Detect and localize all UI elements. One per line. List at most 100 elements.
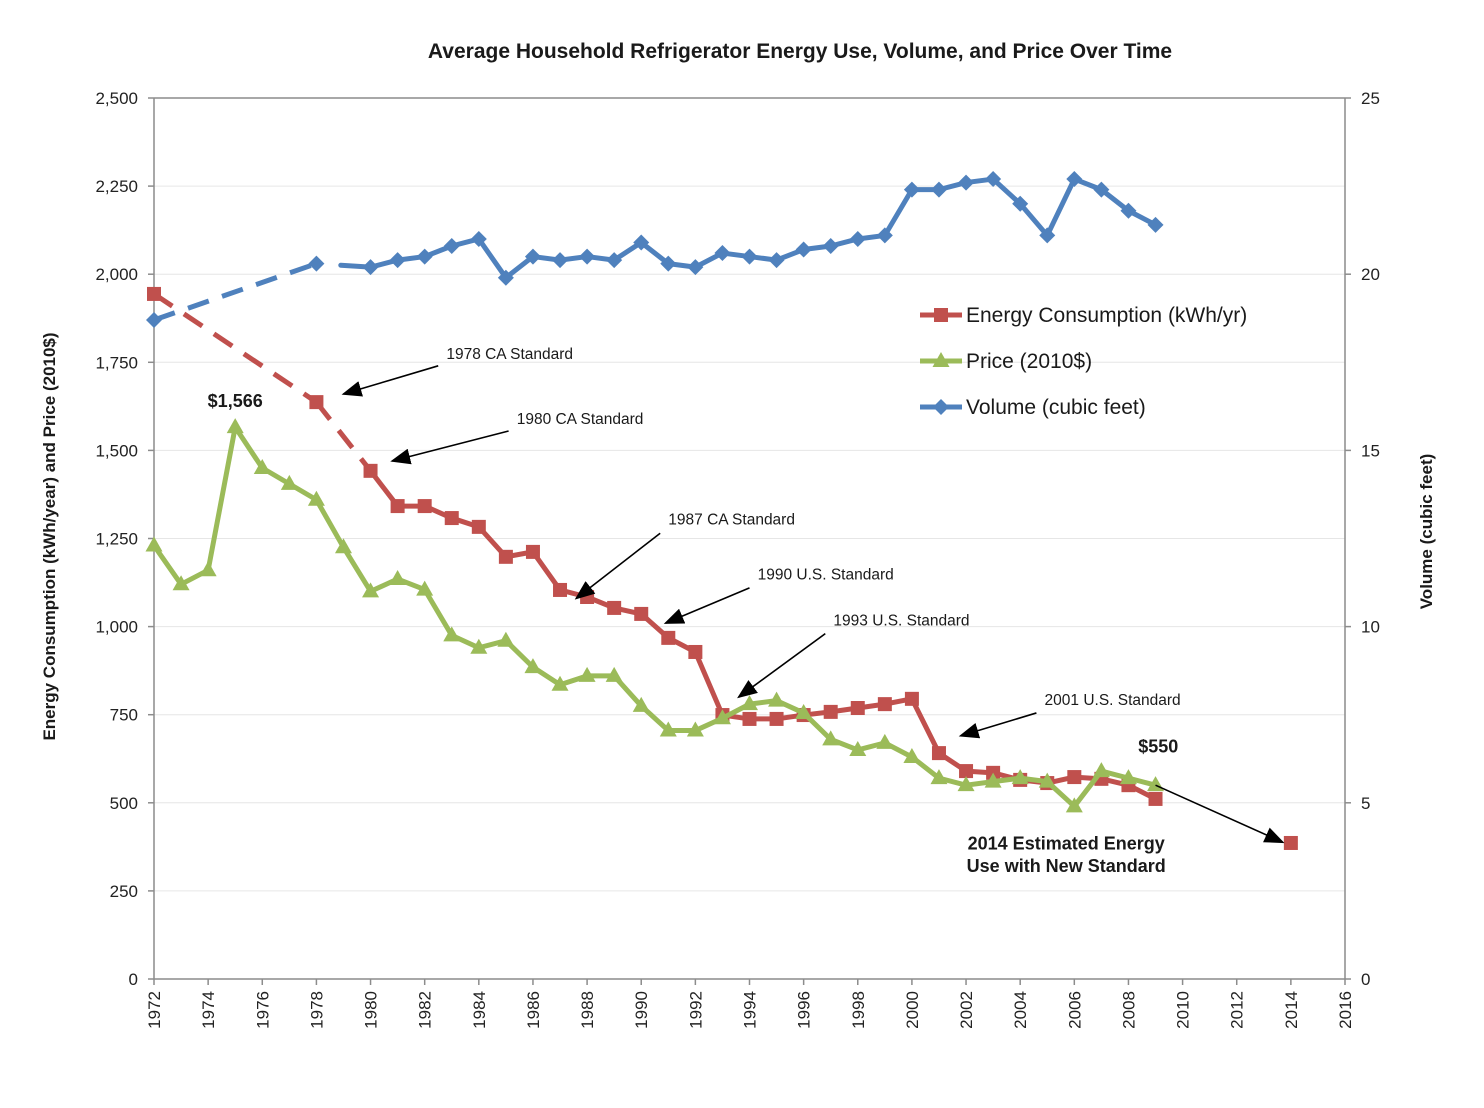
data-point bbox=[1093, 181, 1110, 198]
data-point bbox=[903, 181, 920, 198]
data-point bbox=[605, 666, 623, 682]
data-point bbox=[580, 589, 595, 604]
data-point bbox=[633, 234, 650, 251]
data-point bbox=[930, 181, 947, 198]
data-point bbox=[713, 709, 731, 725]
series-layer bbox=[145, 171, 1298, 850]
arrow bbox=[1155, 784, 1285, 844]
data-point bbox=[524, 658, 542, 674]
data-point bbox=[741, 248, 758, 265]
data-point bbox=[1148, 791, 1163, 806]
data-point bbox=[795, 703, 813, 719]
annotation-std2001: 2001 U.S. Standard bbox=[958, 692, 1181, 739]
data-point bbox=[903, 747, 921, 763]
data-point bbox=[389, 570, 407, 586]
x-tick-label: 1974 bbox=[199, 991, 218, 1029]
data-point bbox=[606, 252, 623, 269]
x-tick-label: 1986 bbox=[524, 991, 543, 1029]
data-point bbox=[714, 245, 731, 262]
data-point bbox=[957, 776, 975, 792]
data-point bbox=[253, 459, 271, 475]
chart-title: Average Household Refrigerator Energy Us… bbox=[428, 40, 1172, 63]
annotation-std1993: 1993 U.S. Standard bbox=[737, 613, 970, 699]
data-point bbox=[309, 395, 324, 410]
legend-swatch-marker bbox=[933, 399, 949, 415]
x-tick-label: 1990 bbox=[632, 991, 651, 1029]
callout-est-line1: 2014 Estimated Energy bbox=[968, 833, 1165, 853]
callout-peak-price: $1,566 bbox=[208, 391, 263, 411]
data-point bbox=[768, 691, 786, 707]
data-point bbox=[1065, 797, 1083, 813]
data-point bbox=[1011, 769, 1029, 785]
data-point bbox=[308, 255, 325, 272]
x-tick-label: 2004 bbox=[1011, 991, 1030, 1029]
data-point bbox=[553, 582, 568, 597]
y2-axis-title: Volume (cubic feet) bbox=[1417, 454, 1436, 610]
legend-item: Price (2010$) bbox=[920, 350, 1092, 373]
arrow bbox=[341, 365, 439, 397]
data-point bbox=[389, 252, 406, 269]
series-segment bbox=[692, 649, 725, 718]
data-point bbox=[416, 248, 433, 265]
legend-label: Volume (cubic feet) bbox=[966, 396, 1146, 419]
data-point bbox=[768, 252, 785, 269]
arrow bbox=[390, 430, 509, 465]
callout-end-price: $550 bbox=[1138, 736, 1178, 756]
data-point bbox=[417, 499, 432, 514]
data-point bbox=[985, 171, 1002, 188]
y-axis-title: Energy Consumption (kWh/year) and Price … bbox=[40, 332, 59, 740]
data-point bbox=[498, 549, 513, 564]
x-tick-label: 1982 bbox=[416, 991, 435, 1029]
annotation-std1978: 1978 CA Standard bbox=[341, 346, 573, 397]
y-tick-label: 2,500 bbox=[95, 89, 138, 108]
series-segment bbox=[313, 497, 346, 550]
y-tick-label: 750 bbox=[110, 706, 138, 725]
x-tick-label: 2008 bbox=[1119, 991, 1138, 1029]
callout-est-line2: Use with New Standard bbox=[967, 856, 1166, 876]
data-point bbox=[1119, 769, 1137, 785]
series-energy-consumption-kwh-yr bbox=[147, 286, 1163, 806]
data-point bbox=[661, 630, 676, 645]
series-price-2010 bbox=[145, 418, 1165, 813]
data-point bbox=[443, 626, 461, 642]
series-segment bbox=[314, 400, 373, 473]
data-point bbox=[607, 600, 622, 615]
data-point bbox=[334, 538, 352, 554]
series-segment bbox=[638, 239, 671, 267]
y2-tick-label: 25 bbox=[1361, 89, 1380, 108]
data-point bbox=[877, 697, 892, 712]
y-tick-label: 250 bbox=[110, 882, 138, 901]
legend-item: Energy Consumption (kWh/yr) bbox=[920, 304, 1247, 327]
y-tick-label: 1,500 bbox=[95, 441, 138, 460]
x-tick-label: 1992 bbox=[686, 991, 705, 1029]
data-point bbox=[741, 695, 758, 711]
data-point bbox=[471, 519, 486, 534]
series-volume-cubic-feet bbox=[146, 171, 1164, 329]
x-tick-label: 2012 bbox=[1228, 991, 1247, 1029]
data-point bbox=[876, 733, 894, 749]
data-point bbox=[172, 575, 190, 591]
data-point bbox=[850, 701, 865, 716]
y-tick-label: 500 bbox=[110, 794, 138, 813]
x-tick-label: 1994 bbox=[741, 991, 760, 1029]
x-tick-label: 1998 bbox=[849, 991, 868, 1029]
data-point bbox=[524, 248, 541, 265]
annotation-label: 1990 U.S. Standard bbox=[758, 567, 894, 584]
data-point bbox=[497, 269, 514, 286]
data-point bbox=[659, 721, 677, 737]
annotation-std1987: 1987 CA Standard bbox=[574, 511, 795, 600]
data-point bbox=[578, 666, 596, 682]
data-point bbox=[362, 582, 380, 598]
data-point bbox=[822, 730, 840, 746]
x-tick-label: 1988 bbox=[578, 991, 597, 1029]
series-segment bbox=[205, 424, 238, 573]
x-tick-label: 2006 bbox=[1065, 991, 1084, 1029]
x-tick-label: 1972 bbox=[145, 991, 164, 1029]
y2-tick-label: 20 bbox=[1361, 265, 1380, 284]
series-segment bbox=[152, 291, 318, 405]
data-point bbox=[632, 696, 650, 712]
data-point bbox=[147, 286, 161, 301]
y-tick-label: 2,000 bbox=[95, 265, 138, 284]
data-point bbox=[579, 248, 596, 265]
